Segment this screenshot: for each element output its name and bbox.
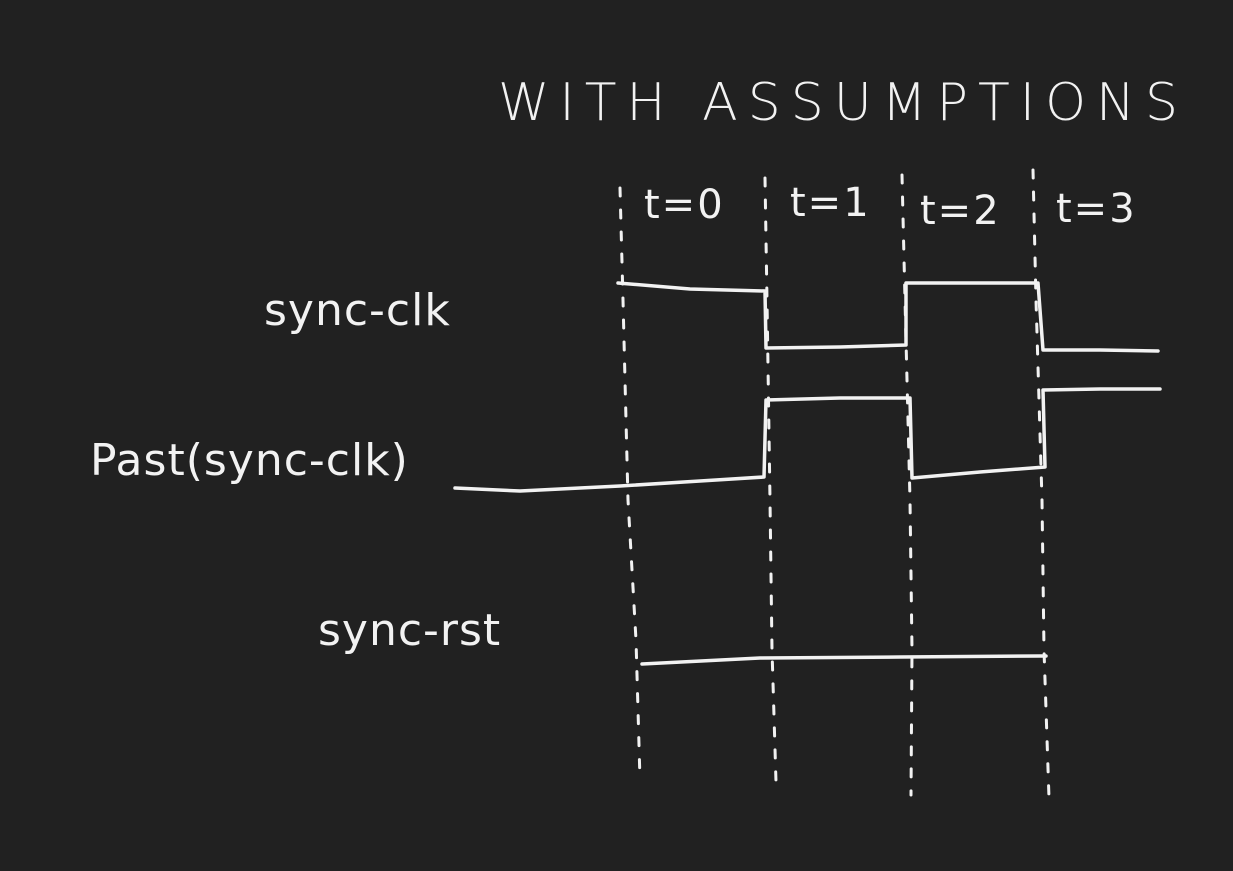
time-label-t2: t=2 <box>920 188 1001 234</box>
time-boundary-2 <box>900 173 914 797</box>
signal-label-sync-rst: sync-rst <box>318 605 501 656</box>
time-boundary-3 <box>1031 168 1051 800</box>
time-boundary-0 <box>618 186 642 782</box>
waveform-sync-rst <box>640 654 1048 666</box>
time-label-t0: t=0 <box>644 182 725 228</box>
diagram-title: WITH ASSUMPTIONS <box>498 73 1188 133</box>
signal-label-sync-clk: sync-clk <box>264 285 451 336</box>
time-label-t3: t=3 <box>1056 186 1137 232</box>
time-boundary-1 <box>763 176 778 784</box>
time-label-t1: t=1 <box>790 180 871 226</box>
waveform-past-sync-clk <box>453 387 1162 493</box>
signal-label-past-sync-clk: Past(sync-clk) <box>90 435 409 486</box>
waveform-sync-clk <box>616 281 1160 353</box>
